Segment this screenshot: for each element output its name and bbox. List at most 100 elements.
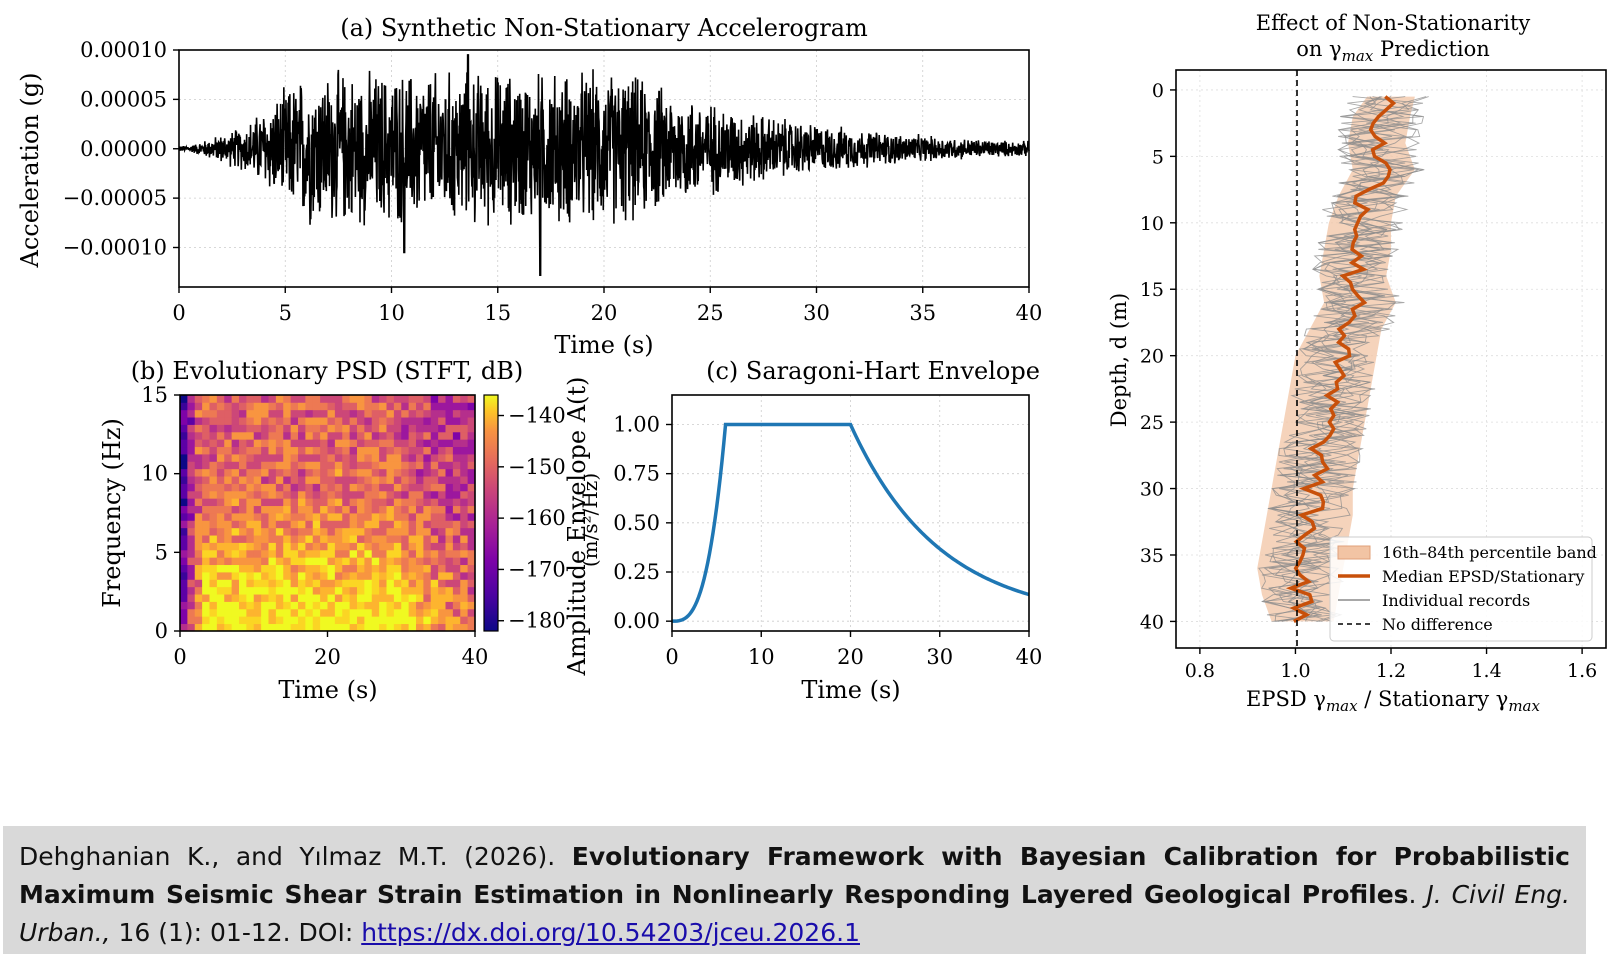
panel-b-heat-cell — [416, 579, 424, 588]
panel-b-heat-cell — [467, 395, 476, 403]
panel-b-heat-cell — [357, 557, 365, 566]
panel-b-heat-cell — [231, 557, 240, 566]
panel-b-heat-cell — [187, 542, 196, 551]
citation-doi-link[interactable]: https://dx.doi.org/10.54203/jceu.2026.1 — [361, 918, 860, 947]
panel-b-heat-cell — [371, 586, 380, 595]
panel-b-heat-cell — [423, 424, 432, 433]
panel-b-heat-cell — [379, 513, 387, 521]
panel-b-heat-cell — [246, 542, 255, 551]
panel-b-heat-cell — [209, 586, 218, 595]
panel-b-heat-cell — [275, 409, 284, 418]
panel-b-heat-cell — [401, 549, 410, 558]
panel-b-heat-cell — [231, 417, 240, 425]
panel-b-heat-cell — [393, 417, 402, 425]
panel-b-heat-cell — [209, 395, 218, 403]
panel-b-heat-cell — [187, 601, 196, 610]
panel-b-heat-cell — [452, 431, 461, 440]
panel-b-heat-cell — [312, 535, 321, 543]
panel-b-heat-cell — [202, 424, 210, 433]
panel-b-heat-cell — [253, 498, 262, 507]
panel-b-heat-cell — [320, 586, 328, 595]
panel-b-heat-cell — [298, 424, 306, 433]
legend-nodiff-label: No difference — [1382, 615, 1493, 634]
panel-b-heat-cell — [312, 461, 321, 470]
panel-b-heat-cell — [320, 490, 328, 499]
panel-b-heat-cell — [239, 395, 247, 403]
panel-b-heat-cell — [334, 535, 343, 543]
panel-b-heat-cell — [467, 564, 476, 573]
panel-b-heat-cell — [416, 535, 424, 543]
panel-b-heat-cell — [357, 623, 365, 632]
panel-c-ytick-label: 1.00 — [613, 413, 660, 437]
panel-b-heat-cell — [334, 542, 343, 551]
panel-b-heat-cell — [180, 623, 188, 632]
panel-b-heat-cell — [268, 542, 277, 551]
panel-b-heat-cell — [460, 431, 469, 440]
panel-b-heat-cell — [224, 616, 233, 625]
panel-b-heat-cell — [334, 498, 343, 507]
panel-b-heat-cell — [261, 424, 269, 433]
panel-b-heat-cell — [216, 513, 225, 521]
panel-b-heat-cell — [408, 564, 417, 573]
panel-b-heat-cell — [275, 542, 284, 551]
panel-b-heat-cell — [231, 608, 240, 617]
panel-d-title-line2: on γmax Prediction — [1296, 37, 1490, 65]
panel-b-heat-cell — [261, 535, 269, 543]
panel-a-xticks: 0 5 10 15 20 25 30 35 40 — [172, 287, 1042, 325]
panel-b-heat-cell — [194, 572, 203, 580]
panel-b-heat-cell — [334, 564, 343, 573]
panel-b-heat-cell — [239, 542, 247, 551]
panel-b-heat-cell — [445, 505, 454, 514]
panel-b-heat-cell — [209, 542, 218, 551]
panel-b-heat-cell — [408, 608, 417, 617]
panel-b-heat-cell — [246, 454, 255, 462]
panel-b-heat-cell — [334, 520, 343, 529]
panel-b-heat-cell — [283, 542, 292, 551]
panel-b-heat-cell — [393, 579, 402, 588]
panel-b-heat-cell — [268, 564, 277, 573]
panel-b-heat-cell — [357, 564, 365, 573]
panel-b-heat-cell — [202, 527, 210, 536]
panel-b-heat-cell — [430, 601, 439, 610]
panel-b-heat-cell — [467, 535, 476, 543]
panel-b-heat-cell — [312, 505, 321, 514]
panel-b-heat-cell — [401, 490, 410, 499]
panel-b-heat-cell — [460, 520, 469, 529]
panel-b-heat-cell — [401, 594, 410, 602]
panel-b-heat-cell — [194, 542, 203, 551]
panel-b-heat-cell — [371, 454, 380, 462]
panel-b-heat-cell — [452, 395, 461, 403]
panel-d-xlabel-sub2: max — [1508, 697, 1540, 715]
panel-b-heat-cell — [320, 616, 328, 625]
panel-b-heat-cell — [231, 549, 240, 558]
panel-b-heat-cell — [349, 395, 358, 403]
panel-b-heat-cell — [283, 395, 292, 403]
panel-b-heat-cell — [253, 564, 262, 573]
panel-b-heat-cell — [180, 520, 188, 529]
panel-b-heat-cell — [445, 527, 454, 536]
panel-b-heat-cell — [371, 439, 380, 448]
panel-b-heat-cell — [357, 446, 365, 455]
panel-b-heat-cell — [268, 594, 277, 602]
panel-b-heat-cell — [261, 520, 269, 529]
panel-b-heat-cell — [401, 586, 410, 595]
panel-b-heat-cell — [460, 616, 469, 625]
panel-b-heat-cell — [180, 468, 188, 477]
panel-b-heat-cell — [460, 542, 469, 551]
panel-b-heat-cell — [452, 476, 461, 484]
panel-b-heat-cell — [298, 535, 306, 543]
panel-b-heat-cell — [460, 608, 469, 617]
panel-b-heat-cell — [371, 490, 380, 499]
panel-b-heat-cell — [408, 409, 417, 418]
panel-b-heat-cell — [416, 476, 424, 484]
panel-b-heat-cell — [371, 476, 380, 484]
panel-b-heat-cell — [460, 498, 469, 507]
panel-b-heat-cell — [423, 476, 432, 484]
panel-b-heat-cell — [290, 601, 299, 610]
panel-b-heat-cell — [430, 431, 439, 440]
panel-b-heat-cell — [342, 601, 351, 610]
panel-d-xtick-label: 1.4 — [1471, 660, 1501, 682]
panel-b-heat-cell — [327, 483, 336, 492]
panel-b-heat-cell — [312, 557, 321, 566]
panel-b-heat-cell — [261, 417, 269, 425]
